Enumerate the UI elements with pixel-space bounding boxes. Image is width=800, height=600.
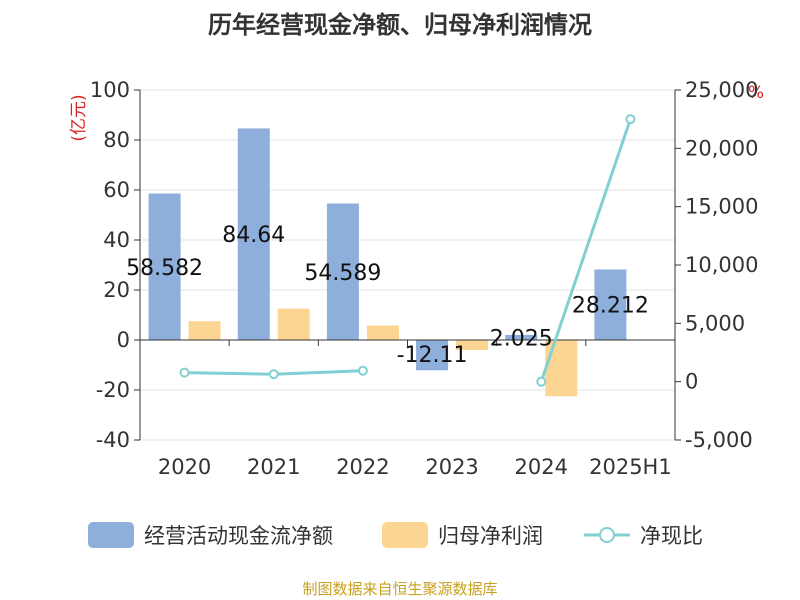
data-label: 84.64	[222, 223, 285, 248]
ratio-line	[179, 114, 636, 387]
ratio-point	[179, 367, 190, 378]
legend-label: 净现比	[640, 524, 703, 548]
cash-flow-bar	[326, 203, 359, 340]
left-tick-label: -20	[96, 378, 130, 402]
axes: 100 80 60 40 20 0 -20 -40 25,000 20,000 15,000 10,0…	[90, 78, 759, 479]
right-tick-label: 15,000	[685, 195, 758, 219]
left-tick-label: 100	[90, 78, 130, 102]
data-label: 28.212	[572, 294, 649, 319]
x-tick-label: 2021	[247, 455, 300, 479]
cash-flow-bar	[594, 269, 627, 340]
data-labels: 58.582 84.64 54.589 -12.11 2.025 28.212	[126, 223, 649, 368]
cash-flow-bar	[237, 128, 270, 340]
net-profit-bar	[545, 340, 578, 397]
bars	[148, 128, 627, 397]
right-axis-unit: %	[748, 83, 764, 103]
left-axis-unit: (亿元)	[69, 94, 89, 141]
left-tick-label: 80	[103, 128, 130, 152]
legend: 经营活动现金流净额 归母净利润 净现比	[88, 522, 703, 548]
ratio-point	[268, 369, 279, 380]
chart-title: 历年经营现金净额、归母净利润情况	[208, 11, 592, 39]
x-tick-label: 2025H1	[589, 455, 672, 479]
net-profit-bar	[277, 308, 310, 340]
net-profit-bar	[366, 325, 399, 340]
x-tick-label: 2023	[425, 455, 478, 479]
right-tick-label: 10,000	[685, 253, 758, 277]
left-tick-label: 60	[103, 178, 130, 202]
cash-flow-bar	[505, 334, 538, 340]
legend-label: 归母净利润	[438, 524, 543, 548]
x-tick-label: 2020	[158, 455, 211, 479]
ratio-point	[625, 114, 636, 125]
data-label: 54.589	[304, 261, 381, 286]
cash-flow-bar	[416, 340, 449, 371]
data-label: 2.025	[490, 326, 553, 351]
ratio-line-segment	[539, 118, 632, 383]
ratio-point	[357, 365, 368, 376]
legend-cash-flow-swatch	[88, 522, 134, 548]
right-tick-label: 20,000	[685, 136, 758, 160]
right-tick-label: 0	[685, 370, 698, 394]
right-tick-label: -5,000	[685, 428, 753, 452]
right-tick-label: 25,000	[685, 78, 758, 102]
x-tick-label: 2024	[515, 455, 568, 479]
cash-flow-bar	[148, 193, 181, 340]
right-tick-label: 5,000	[685, 311, 745, 335]
data-label: -12.11	[397, 343, 468, 368]
data-label: 58.582	[126, 256, 203, 281]
net-profit-bar	[188, 321, 221, 340]
left-tick-label: 40	[103, 228, 130, 252]
left-tick-label: 0	[117, 328, 130, 352]
legend-net-profit-swatch	[382, 522, 428, 548]
gridlines	[140, 89, 675, 441]
net-profit-bar	[456, 340, 489, 350]
source-note: 制图数据来自恒生聚源数据库	[302, 580, 497, 598]
legend-label: 经营活动现金流净额	[144, 524, 333, 548]
left-tick-label: 20	[103, 278, 130, 302]
legend-ratio-marker	[599, 527, 615, 543]
ratio-point	[536, 376, 547, 387]
left-tick-label: -40	[96, 428, 130, 452]
x-tick-label: 2022	[336, 455, 389, 479]
